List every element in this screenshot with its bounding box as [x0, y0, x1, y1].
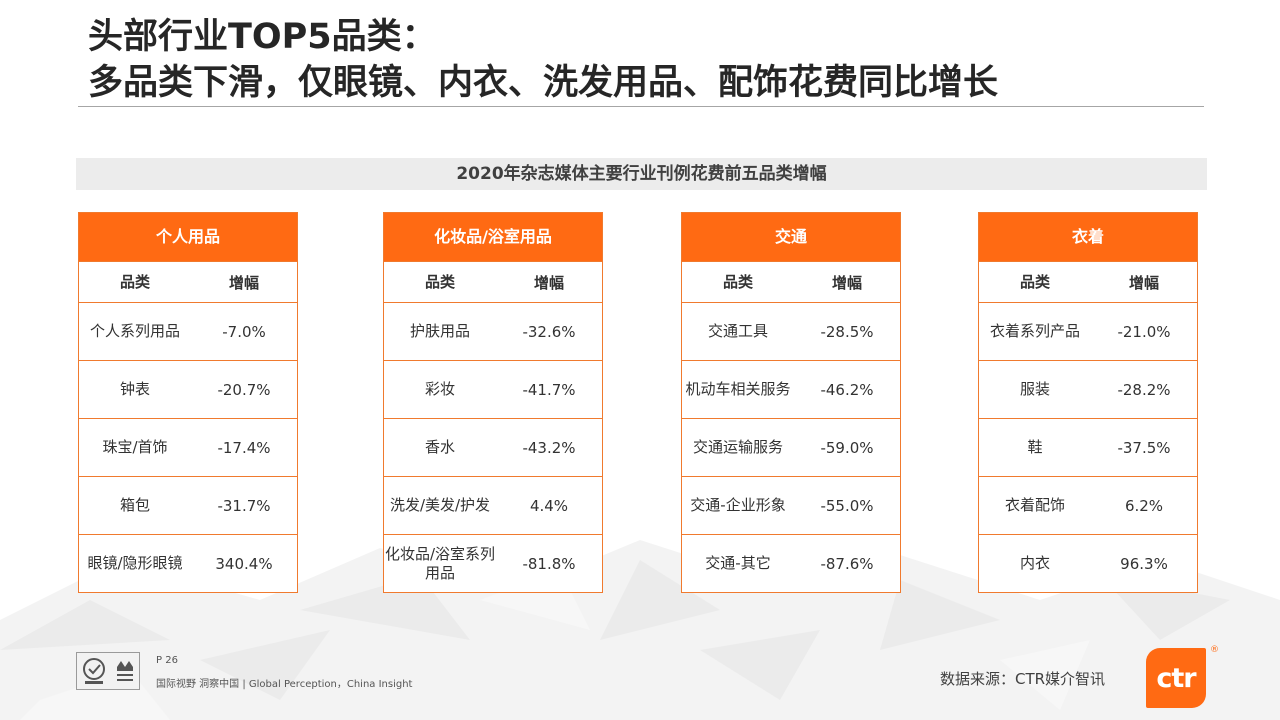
table-row: 香水 -43.2%: [384, 418, 602, 476]
growth-cell: -28.2%: [1117, 380, 1171, 399]
category-cell: 鞋: [1027, 438, 1043, 456]
growth-cell: -59.0%: [820, 438, 874, 457]
table-row: 个人系列用品 -7.0%: [79, 302, 297, 360]
category-cell: 内衣: [1019, 554, 1050, 572]
column-header-row: 品类 增幅: [79, 261, 297, 302]
table-header: 衣着: [979, 213, 1197, 261]
column-header-row: 品类 增幅: [384, 261, 602, 302]
table-row: 交通-企业形象 -55.0%: [682, 476, 900, 534]
category-cell: 衣着系列产品: [989, 322, 1080, 340]
column-header-category: 品类: [424, 272, 455, 291]
column-header-row: 品类 增幅: [979, 261, 1197, 302]
growth-cell: -31.7%: [217, 496, 271, 515]
title-line-2: 多品类下滑，仅眼镜、内衣、洗发用品、配饰花费同比增长: [88, 63, 999, 103]
category-cell: 香水: [424, 438, 455, 456]
table-row: 化妆品/浴室系列用品 -81.8%: [384, 534, 602, 592]
column-header-growth: 增幅: [533, 273, 564, 292]
growth-cell: -41.7%: [522, 380, 576, 399]
growth-cell: -28.5%: [820, 322, 874, 341]
category-cell: 机动车相关服务: [685, 380, 791, 398]
column-header-growth: 增幅: [1128, 273, 1159, 292]
table-row: 护肤用品 -32.6%: [384, 302, 602, 360]
data-source: 数据来源：CTR媒介智讯: [940, 670, 1106, 688]
registered-mark: ®: [1210, 645, 1219, 655]
column-header-growth: 增幅: [228, 273, 259, 292]
column-header-category: 品类: [1019, 272, 1050, 291]
growth-cell: 340.4%: [215, 554, 273, 573]
growth-cell: -17.4%: [217, 438, 271, 457]
table-row: 鞋 -37.5%: [979, 418, 1197, 476]
category-cell: 彩妆: [424, 380, 455, 398]
logo-text: ctr: [1156, 662, 1196, 694]
growth-cell: -20.7%: [217, 380, 271, 399]
accreditation-crown-icon: [116, 661, 133, 681]
table-row: 交通运输服务 -59.0%: [682, 418, 900, 476]
table-row: 交通工具 -28.5%: [682, 302, 900, 360]
category-cell: 眼镜/隐形眼镜: [87, 554, 183, 572]
column-header-growth: 增幅: [831, 273, 862, 292]
category-cell: 个人系列用品: [89, 322, 180, 340]
category-cell: 珠宝/首饰: [102, 438, 168, 456]
category-cell: 护肤用品: [409, 322, 470, 340]
category-table-personal-care: 个人用品 品类 增幅 个人系列用品 -7.0% 钟表 -20.7% 珠宝/首饰 …: [78, 212, 298, 593]
category-cell: 衣着配饰: [1004, 496, 1065, 514]
table-row: 珠宝/首饰 -17.4%: [79, 418, 297, 476]
table-row: 交通-其它 -87.6%: [682, 534, 900, 592]
category-cell: 化妆品/浴室系列用品: [384, 544, 496, 582]
category-table-cosmetics: 化妆品/浴室用品 品类 增幅 护肤用品 -32.6% 彩妆 -41.7% 香水 …: [383, 212, 603, 593]
growth-cell: -46.2%: [820, 380, 874, 399]
growth-cell: -81.8%: [522, 554, 576, 573]
footer-slogan: 国际视野 洞察中国 | Global Perception，China Insi…: [156, 679, 413, 690]
category-table-apparel: 衣着 品类 增幅 衣着系列产品 -21.0% 服装 -28.2% 鞋 -37.5…: [978, 212, 1198, 593]
table-row: 服装 -28.2%: [979, 360, 1197, 418]
category-cell: 交通-企业形象: [690, 496, 786, 514]
certification-badge: [76, 652, 140, 690]
category-cell: 钟表: [119, 380, 150, 398]
table-row: 彩妆 -41.7%: [384, 360, 602, 418]
table-row: 衣着系列产品 -21.0%: [979, 302, 1197, 360]
growth-cell: -32.6%: [522, 322, 576, 341]
section-subtitle: 2020年杂志媒体主要行业刊例花费前五品类增幅: [76, 158, 1207, 190]
certification-seal-icon: [82, 658, 105, 684]
column-header-category: 品类: [722, 272, 753, 291]
table-header: 个人用品: [79, 213, 297, 261]
growth-cell: -43.2%: [522, 438, 576, 457]
category-cell: 服装: [1019, 380, 1050, 398]
title-line-1: 头部行业TOP5品类：: [88, 17, 437, 57]
table-row: 内衣 96.3%: [979, 534, 1197, 592]
page-title: 头部行业TOP5品类： 多品类下滑，仅眼镜、内衣、洗发用品、配饰花费同比增长: [88, 14, 998, 106]
growth-cell: 96.3%: [1120, 554, 1168, 573]
category-cell: 洗发/美发/护发: [389, 496, 491, 514]
category-table-transport: 交通 品类 增幅 交通工具 -28.5% 机动车相关服务 -46.2% 交通运输…: [681, 212, 901, 593]
column-header-category: 品类: [119, 272, 150, 291]
table-row: 洗发/美发/护发 4.4%: [384, 476, 602, 534]
column-header-row: 品类 增幅: [682, 261, 900, 302]
growth-cell: -21.0%: [1117, 322, 1171, 341]
page-number: P 26: [156, 655, 178, 666]
growth-cell: -87.6%: [820, 554, 874, 573]
table-row: 衣着配饰 6.2%: [979, 476, 1197, 534]
category-cell: 交通-其它: [705, 554, 771, 572]
table-header: 交通: [682, 213, 900, 261]
category-cell: 交通工具: [707, 322, 768, 340]
category-cell: 交通运输服务: [692, 438, 783, 456]
category-cell: 箱包: [119, 496, 150, 514]
growth-cell: -7.0%: [222, 322, 266, 341]
ctr-logo: ctr: [1146, 648, 1206, 708]
table-row: 机动车相关服务 -46.2%: [682, 360, 900, 418]
growth-cell: -37.5%: [1117, 438, 1171, 457]
table-header: 化妆品/浴室用品: [384, 213, 602, 261]
table-row: 箱包 -31.7%: [79, 476, 297, 534]
table-row: 眼镜/隐形眼镜 340.4%: [79, 534, 297, 592]
growth-cell: -55.0%: [820, 496, 874, 515]
title-divider: [78, 106, 1204, 107]
growth-cell: 6.2%: [1124, 496, 1164, 515]
table-row: 钟表 -20.7%: [79, 360, 297, 418]
growth-cell: 4.4%: [529, 496, 569, 515]
